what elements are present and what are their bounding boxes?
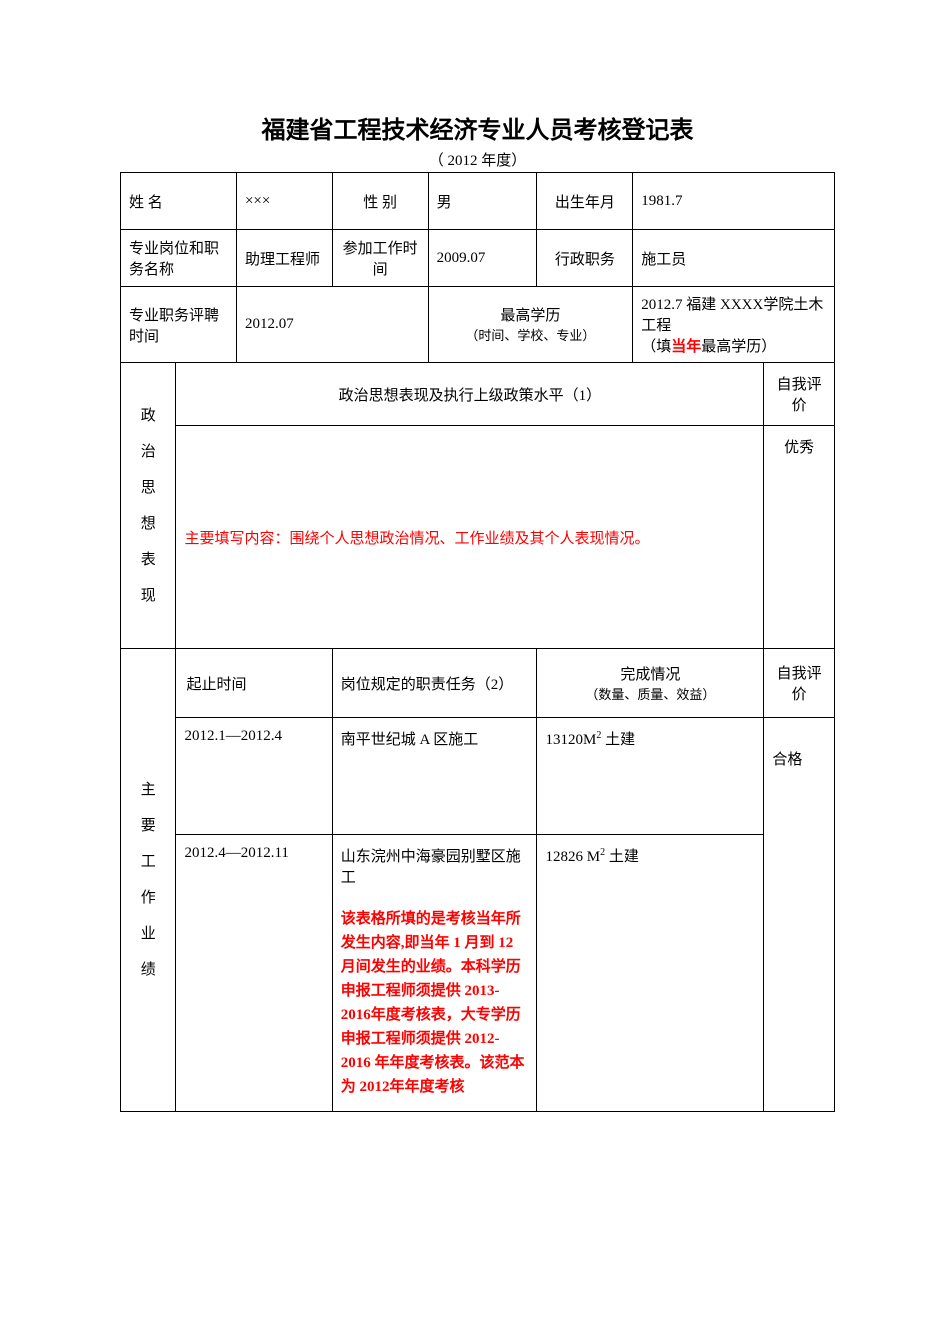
section2-col-duty: 岗位规定的职责任务（2） [332,649,537,718]
gender-value: 男 [428,173,537,230]
name-value: ××× [236,173,332,230]
position-value: 助理工程师 [236,230,332,287]
dob-label: 出生年月 [537,173,633,230]
adminpos-label: 行政职务 [537,230,633,287]
worktime-label: 参加工作时 间 [332,230,428,287]
page-subtitle: （ 2012 年度） [120,149,835,170]
gender-label: 性 别 [332,173,428,230]
hiretime-value: 2012.07 [236,287,428,363]
s2-row1-duty: 南平世纪城 A 区施工 [332,718,537,835]
dob-value: 1981.7 [633,173,835,230]
edu-value: 2012.7 福建 XXXX学院土木工程 （填当年最高学历） [633,287,835,363]
s2-row1-result: 13120M2 土建 [537,718,764,835]
section1-selfeval-value: 优秀 [764,426,835,649]
s2-row1-time: 2012.1—2012.4 [176,718,332,835]
s2-row2-result: 12826 M2 土建 [537,835,764,1112]
section2-selfeval-value: 合格 [764,718,835,1112]
section2-col-result: 完成情况 （数量、质量、效益） [537,649,764,718]
worktime-value: 2009.07 [428,230,537,287]
section2-vertical-label: 主要工作业绩 [121,649,176,1112]
s2-row2-time: 2012.4—2012.11 [176,835,332,1112]
section1-selfeval-label: 自我评价 [764,363,835,426]
section2-col-time: 起止时间 [176,649,332,718]
registration-table: 姓 名 ××× 性 别 男 出生年月 1981.7 专业岗位和职务名称 助理工程… [120,172,835,1112]
section1-vertical-label: 政治思想表现 [121,363,176,649]
s2-row2-duty: 山东浣州中海豪园别墅区施工 该表格所填的是考核当年所发生内容,即当年 1 月到 … [332,835,537,1112]
hiretime-label: 专业职务评聘时间 [121,287,237,363]
position-label: 专业岗位和职务名称 [121,230,237,287]
section1-content: 主要填写内容：围绕个人思想政治情况、工作业绩及其个人表现情况。 [176,426,764,649]
section2-col-selfeval: 自我评价 [764,649,835,718]
page-title: 福建省工程技术经济专业人员考核登记表 [120,110,835,145]
edu-label: 最高学历 （时间、学校、专业） [428,287,633,363]
section1-header: 政治思想表现及执行上级政策水平（1） [176,363,764,426]
name-label: 姓 名 [121,173,237,230]
adminpos-value: 施工员 [633,230,835,287]
s2-row2-note: 该表格所填的是考核当年所发生内容,即当年 1 月到 12 月间发生的业绩。本科学… [341,907,529,1099]
